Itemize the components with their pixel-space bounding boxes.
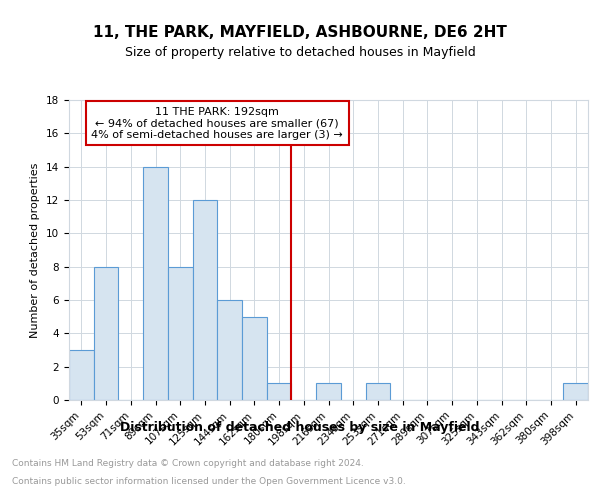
Bar bbox=[267, 384, 292, 400]
Text: 11, THE PARK, MAYFIELD, ASHBOURNE, DE6 2HT: 11, THE PARK, MAYFIELD, ASHBOURNE, DE6 2… bbox=[93, 25, 507, 40]
Bar bbox=[563, 384, 588, 400]
Text: Size of property relative to detached houses in Mayfield: Size of property relative to detached ho… bbox=[125, 46, 475, 59]
Text: 11 THE PARK: 192sqm
← 94% of detached houses are smaller (67)
4% of semi-detache: 11 THE PARK: 192sqm ← 94% of detached ho… bbox=[91, 106, 343, 140]
Bar bbox=[365, 384, 390, 400]
Bar bbox=[69, 350, 94, 400]
Y-axis label: Number of detached properties: Number of detached properties bbox=[31, 162, 40, 338]
Bar bbox=[193, 200, 217, 400]
Text: Contains HM Land Registry data © Crown copyright and database right 2024.: Contains HM Land Registry data © Crown c… bbox=[12, 460, 364, 468]
Text: Distribution of detached houses by size in Mayfield: Distribution of detached houses by size … bbox=[120, 421, 480, 434]
Bar bbox=[242, 316, 267, 400]
Bar bbox=[94, 266, 118, 400]
Bar bbox=[168, 266, 193, 400]
Bar bbox=[217, 300, 242, 400]
Text: Contains public sector information licensed under the Open Government Licence v3: Contains public sector information licen… bbox=[12, 476, 406, 486]
Bar bbox=[143, 166, 168, 400]
Bar bbox=[316, 384, 341, 400]
